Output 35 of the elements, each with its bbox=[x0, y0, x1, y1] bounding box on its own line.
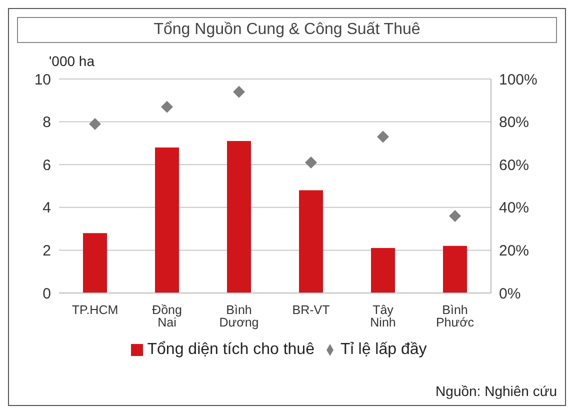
y2-tick-label: 40% bbox=[499, 200, 530, 217]
y-axis-title: '000 ha bbox=[49, 53, 96, 69]
y2-tick-label: 20% bbox=[499, 242, 530, 260]
y2-tick-label: 60% bbox=[499, 156, 530, 174]
bar bbox=[227, 141, 251, 293]
x-tick-label: Tây Ninh bbox=[370, 302, 396, 330]
point bbox=[233, 86, 245, 98]
point bbox=[305, 156, 317, 168]
point bbox=[449, 210, 461, 222]
y-tick-label: 4 bbox=[42, 200, 51, 217]
point bbox=[89, 118, 101, 130]
bar bbox=[299, 190, 323, 293]
y2-tick-label: 80% bbox=[499, 114, 530, 132]
x-tick-label: Bình Phước bbox=[436, 302, 474, 330]
y-tick-label: 2 bbox=[42, 242, 51, 260]
x-tick-label: BR-VT bbox=[292, 302, 330, 317]
bar bbox=[83, 233, 107, 293]
y2-tick-label: 0% bbox=[499, 285, 521, 302]
text: Nguồn: Nghiên cứu bbox=[436, 383, 557, 399]
bar bbox=[371, 248, 395, 293]
chart-title: Tổng Nguồn Cung & Công Suất Thuê bbox=[17, 17, 557, 43]
y-tick-label: 0 bbox=[42, 285, 51, 302]
legend-label: Tổng diện tích cho thuê bbox=[147, 341, 314, 358]
y-tick-label: 10 bbox=[34, 71, 51, 88]
y-tick-label: 6 bbox=[42, 156, 51, 174]
bar bbox=[443, 246, 467, 293]
bar bbox=[155, 147, 179, 293]
point bbox=[377, 130, 389, 143]
y-tick-label: 8 bbox=[42, 114, 51, 132]
y2-tick-label: 100% bbox=[499, 71, 538, 88]
legend-label: Tỉ lệ lấp đầy bbox=[340, 341, 427, 358]
x-tick-label: Bình Dương bbox=[219, 302, 259, 330]
point bbox=[161, 100, 173, 113]
x-tick-label: TP.HCM bbox=[72, 302, 118, 317]
x-tick-label: Đồng Nai bbox=[152, 302, 182, 330]
